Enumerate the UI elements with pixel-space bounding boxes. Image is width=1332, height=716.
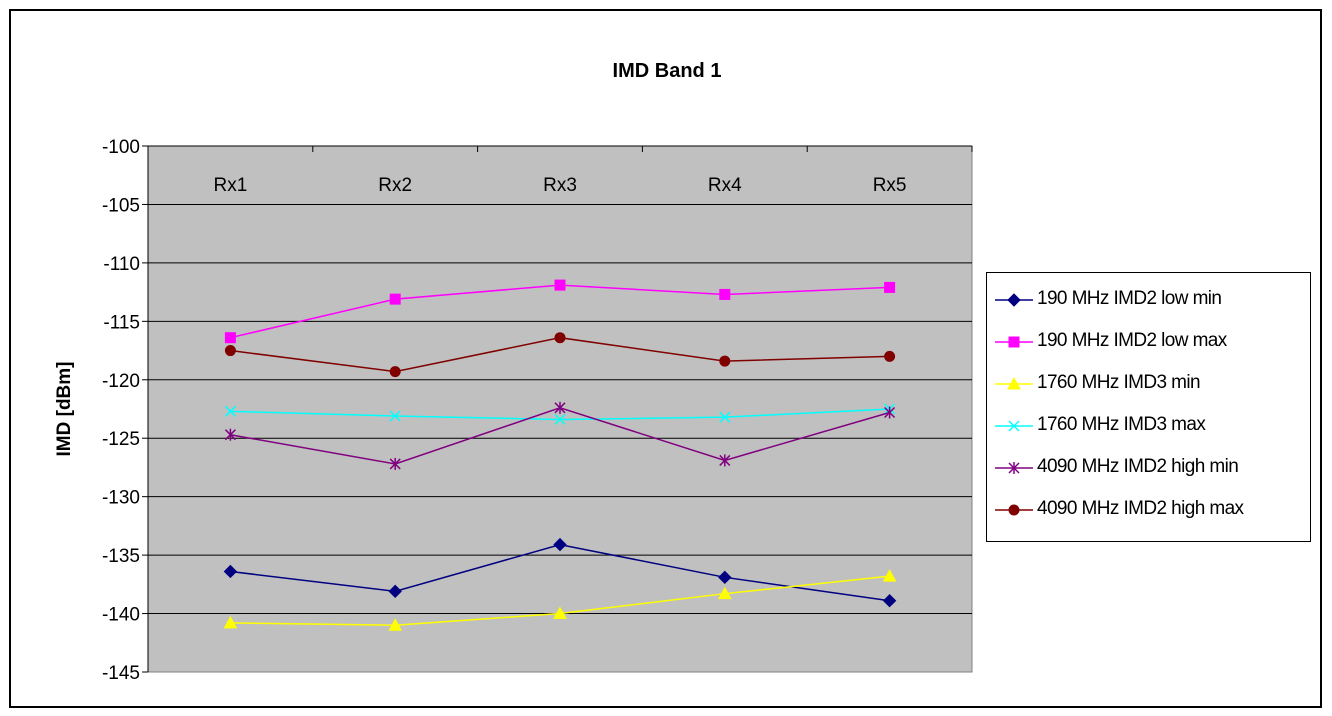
plot-area: -100 -105 -110 -115 -120 -125 -130 -135 -140 -145… xyxy=(102,137,973,684)
x-tick-label: Rx5 xyxy=(873,175,907,196)
y-tick-label: -135 xyxy=(102,546,140,567)
data-point xyxy=(223,564,238,579)
legend-item: 4090 MHz IMD2 high min xyxy=(987,453,1307,483)
legend-marker xyxy=(1007,293,1021,307)
legend-swatch xyxy=(995,420,1033,432)
y-tick-label: -130 xyxy=(102,488,140,509)
y-tick-label: -125 xyxy=(102,429,140,450)
legend-label: 190 MHz IMD2 low max xyxy=(1037,330,1227,351)
data-point xyxy=(554,279,566,291)
data-point xyxy=(718,570,732,585)
data-point xyxy=(882,593,897,608)
legend-marker xyxy=(1008,504,1020,516)
legend-marker xyxy=(1008,462,1020,474)
legend-swatch xyxy=(995,504,1033,516)
data-point xyxy=(553,537,567,552)
data-point xyxy=(223,615,238,629)
legend-item: 190 MHz IMD2 low max xyxy=(987,327,1307,357)
y-tick-label: -145 xyxy=(102,663,140,684)
data-point xyxy=(719,411,731,423)
legend-label: 190 MHz IMD2 low min xyxy=(1037,288,1222,309)
data-point xyxy=(554,332,566,344)
legend-swatch xyxy=(995,376,1033,390)
x-tick-label: Rx1 xyxy=(214,175,248,196)
data-point xyxy=(224,345,236,357)
data-point xyxy=(719,355,731,367)
legend-item: 1760 MHz IMD3 min xyxy=(987,369,1307,399)
data-point xyxy=(719,288,731,300)
data-point xyxy=(388,584,402,599)
legend-swatch xyxy=(995,462,1033,474)
legend-label: 4090 MHz IMD2 high max xyxy=(1037,498,1244,519)
data-point xyxy=(224,428,236,441)
legend-marker xyxy=(1008,420,1020,432)
data-point xyxy=(719,454,731,467)
data-point xyxy=(554,413,566,426)
x-tick-label: Rx3 xyxy=(543,175,577,196)
data-point xyxy=(884,350,896,362)
data-point xyxy=(882,569,897,582)
data-point xyxy=(388,618,403,631)
legend-item: 190 MHz IMD2 low min xyxy=(987,285,1307,315)
legend-marker xyxy=(1008,336,1020,348)
data-point xyxy=(389,366,401,378)
data-point xyxy=(224,332,236,344)
data-point xyxy=(884,281,896,293)
legend-item: 1760 MHz IMD3 max xyxy=(987,411,1307,441)
x-tick-label: Rx4 xyxy=(708,175,742,196)
legend-label: 1760 MHz IMD3 min xyxy=(1037,372,1201,393)
y-tick-label: -100 xyxy=(102,137,140,158)
data-point xyxy=(553,606,567,620)
y-tick-label: -105 xyxy=(102,195,140,216)
legend-label: 1760 MHz IMD3 max xyxy=(1037,414,1206,435)
data-point xyxy=(717,586,732,600)
legend-item: 4090 MHz IMD2 high max xyxy=(987,495,1307,525)
legend-marker xyxy=(1007,376,1021,390)
y-axis-label: IMD [dBm] xyxy=(54,362,75,457)
legend-label: 4090 MHz IMD2 high min xyxy=(1037,456,1239,477)
data-point xyxy=(389,457,401,470)
y-tick-label: -140 xyxy=(102,605,140,626)
data-point xyxy=(389,293,401,305)
data-point xyxy=(884,406,896,419)
legend-swatch xyxy=(995,293,1033,307)
y-tick-label: -110 xyxy=(103,254,140,275)
data-point xyxy=(224,405,236,417)
chart-legend: 190 MHz IMD2 low min 190 MHz IMD2 low max… xyxy=(986,272,1311,542)
y-tick-label: -115 xyxy=(103,312,140,333)
chart-title: IMD Band 1 xyxy=(613,60,722,82)
legend-swatch xyxy=(995,336,1033,348)
data-point xyxy=(554,401,566,414)
data-point xyxy=(389,410,401,422)
y-tick-label: -120 xyxy=(102,371,140,392)
x-tick-label: Rx2 xyxy=(378,175,412,196)
